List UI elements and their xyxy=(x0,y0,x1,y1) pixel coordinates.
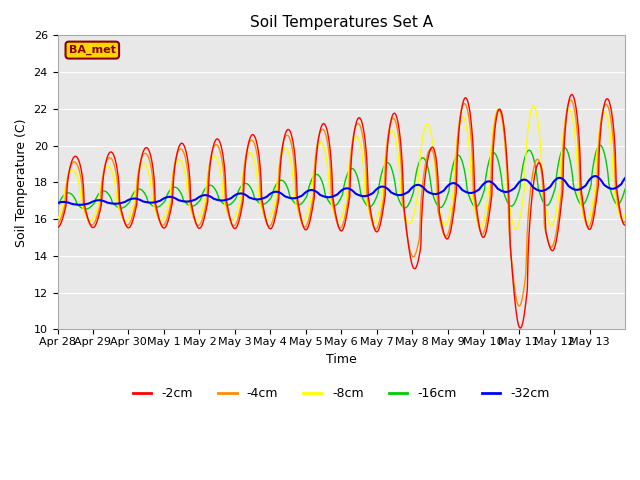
X-axis label: Time: Time xyxy=(326,352,356,366)
Y-axis label: Soil Temperature (C): Soil Temperature (C) xyxy=(15,118,28,247)
Text: BA_met: BA_met xyxy=(69,45,116,55)
Title: Soil Temperatures Set A: Soil Temperatures Set A xyxy=(250,15,433,30)
Legend: -2cm, -4cm, -8cm, -16cm, -32cm: -2cm, -4cm, -8cm, -16cm, -32cm xyxy=(128,383,555,406)
